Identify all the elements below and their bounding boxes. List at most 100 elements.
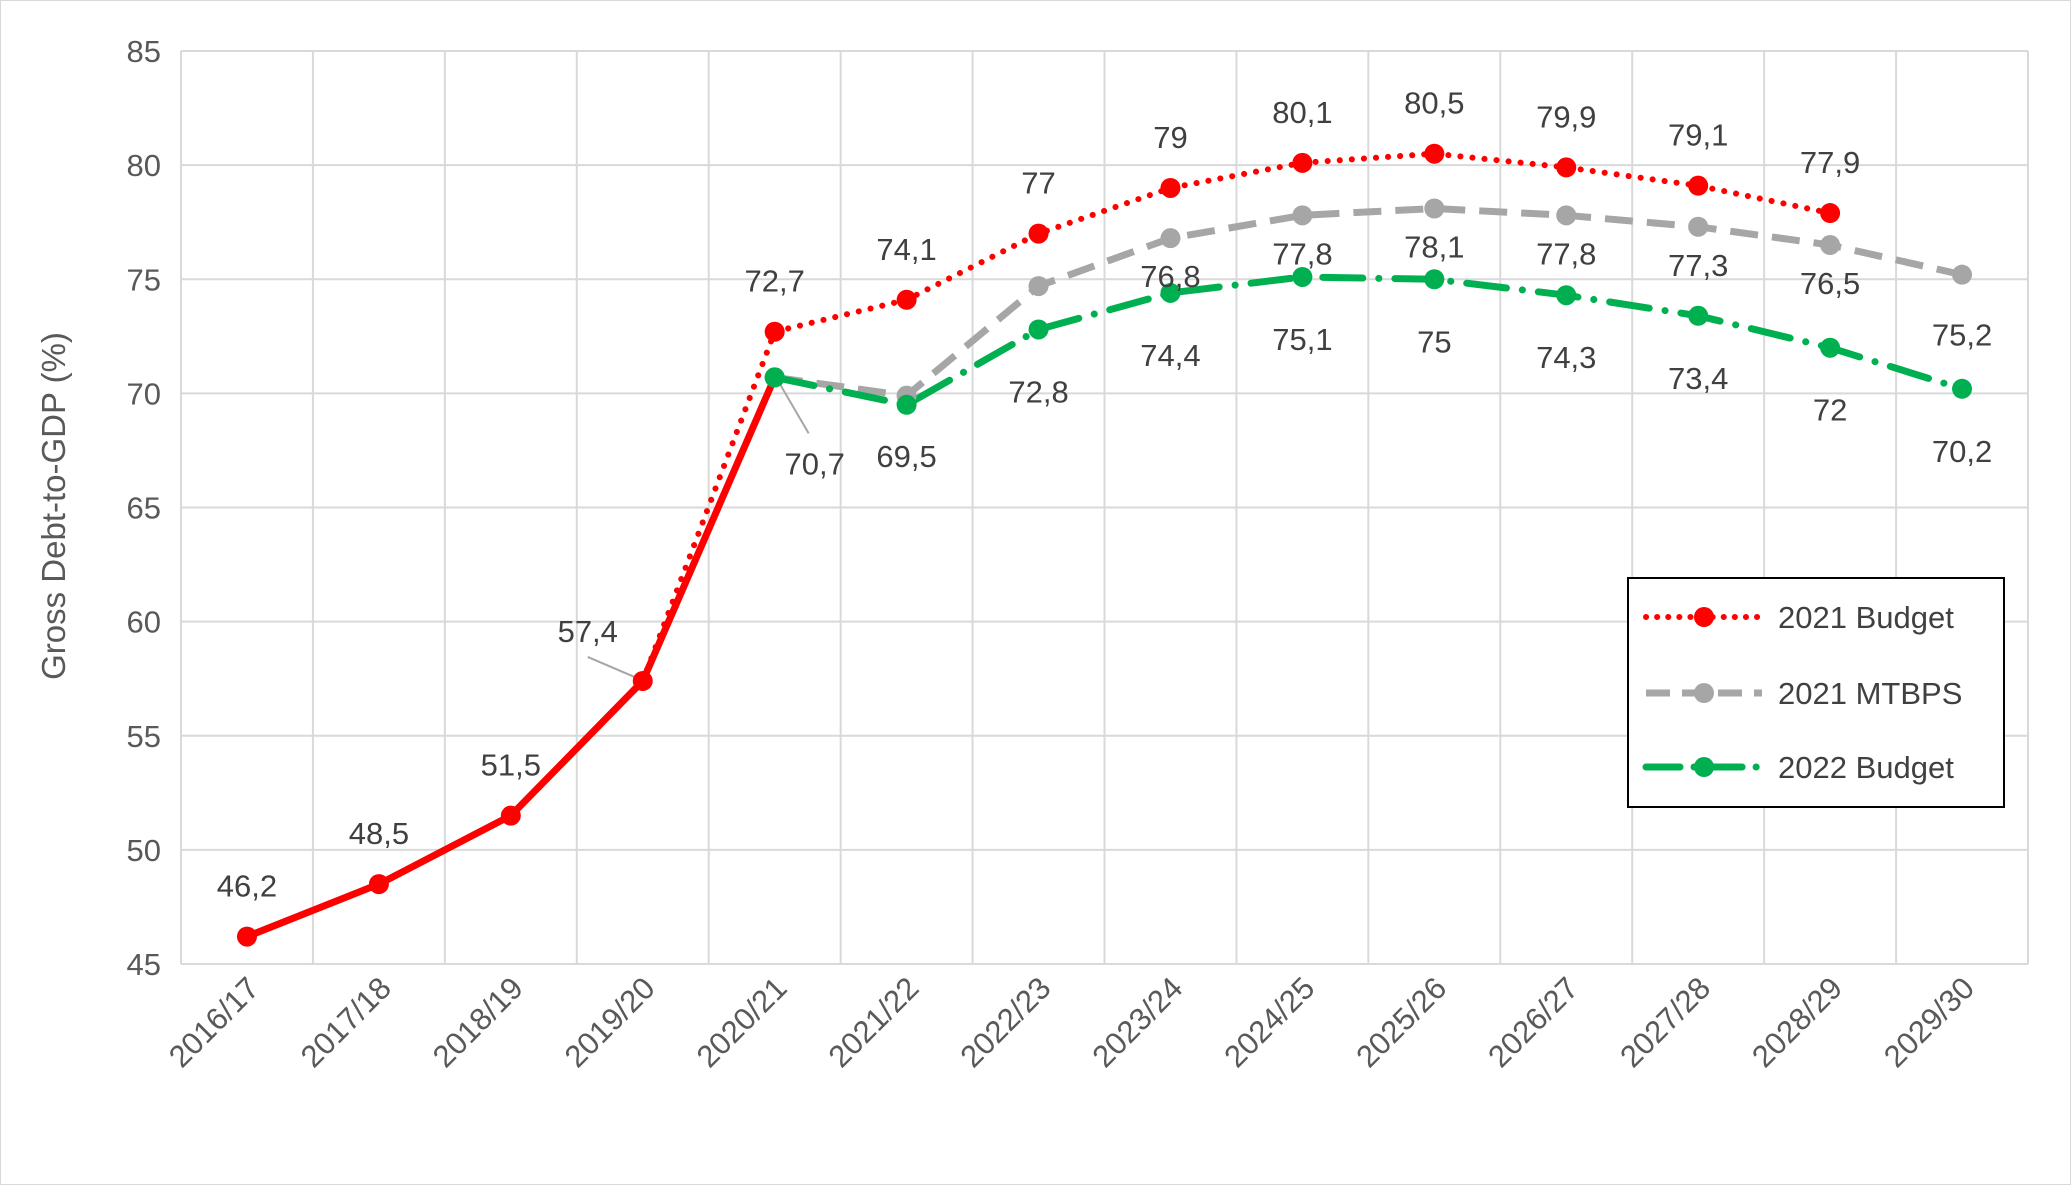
legend-label-2022-budget: 2022 Budget	[1778, 750, 1954, 785]
x-tick-label: 2026/27	[1481, 970, 1585, 1074]
data-label: 72,7	[745, 264, 805, 299]
legend-label-2021-mtbps: 2021 MTBPS	[1778, 676, 1962, 711]
x-tick-label: 2016/17	[162, 970, 266, 1074]
legend-item-2022-budget: 2022 Budget	[1642, 750, 1954, 785]
y-tick-label: 85	[127, 34, 161, 69]
data-label: 77,8	[1272, 236, 1332, 271]
label-leader-lines	[587, 384, 810, 679]
x-tick-label: 2017/18	[294, 970, 398, 1074]
data-label: 75,1	[1272, 322, 1332, 357]
data-label: 48,5	[349, 816, 409, 851]
x-tick-label: 2023/24	[1085, 970, 1189, 1074]
data-label: 51,5	[481, 748, 541, 783]
data-label: 77,8	[1536, 236, 1596, 271]
point-2021-budget	[1292, 152, 1313, 173]
data-label: 77,9	[1800, 145, 1860, 180]
data-label: 46,2	[217, 869, 277, 904]
x-tick-label: 2027/28	[1613, 970, 1717, 1074]
x-tick-label: 2019/20	[558, 970, 662, 1074]
x-axis-ticks: 2016/17 2017/18 2018/19 2019/20 2020/21 2021/…	[162, 970, 1981, 1074]
data-label: 57,4	[558, 614, 618, 649]
data-label: 80,5	[1404, 86, 1464, 121]
point-2022-budget	[1292, 266, 1313, 287]
y-tick-label: 70	[127, 376, 161, 411]
point-2021-budget	[1160, 177, 1181, 198]
data-labels: 46,2 48,5 51,5 57,4 70,7 72,7 74,1 77 79 80,1 80,5…	[217, 86, 1992, 904]
point-2021-budget	[764, 321, 785, 342]
legend-item-2021-budget: 2021 Budget	[1643, 600, 1954, 635]
series-line-2021-mtbps	[774, 205, 1963, 400]
legend-item-2021-mtbps: 2021 MTBPS	[1646, 676, 1962, 711]
point-2021-mtbps	[1160, 228, 1181, 249]
point-2021-budget	[1820, 203, 1841, 224]
y-axis-title: Gross Debt-to-GDP (%)	[35, 332, 72, 680]
series-line-2022-budget	[771, 273, 1966, 409]
point-2022-budget	[1556, 285, 1577, 306]
data-label: 72,8	[1008, 374, 1068, 409]
point-2021-budget	[896, 289, 917, 310]
data-label: 70,2	[1932, 434, 1992, 469]
point-historical	[500, 805, 521, 826]
y-axis-ticks: 45 50 55 60 65 70 75 80 85	[127, 34, 161, 982]
point-2022-budget	[1160, 282, 1181, 303]
data-label: 80,1	[1272, 95, 1332, 130]
x-tick-label: 2025/26	[1349, 970, 1453, 1074]
y-tick-label: 75	[127, 262, 161, 297]
legend-marker-2021-mtbps	[1694, 683, 1714, 703]
point-historical	[764, 367, 785, 388]
point-2022-budget	[1028, 319, 1049, 340]
legend-marker-2022-budget	[1694, 757, 1714, 777]
legend: 2021 Budget 2021 MTBPS 2022 Budget	[1627, 577, 2005, 808]
point-historical	[236, 926, 257, 947]
data-label: 72	[1813, 393, 1847, 428]
point-2021-mtbps	[1424, 198, 1445, 219]
data-label: 77	[1021, 166, 1055, 201]
x-tick-label: 2020/21	[690, 970, 794, 1074]
point-2022-budget	[896, 394, 917, 415]
data-label: 78,1	[1404, 229, 1464, 264]
point-2021-mtbps	[1556, 205, 1577, 226]
legend-marker-2021-budget	[1694, 607, 1714, 627]
y-tick-label: 50	[127, 833, 161, 868]
point-2022-budget	[1820, 337, 1841, 358]
point-historical	[368, 874, 389, 895]
data-label: 79,9	[1536, 99, 1596, 134]
x-tick-label: 2028/29	[1745, 970, 1849, 1074]
gridlines	[180, 50, 2029, 965]
legend-label-2021-budget: 2021 Budget	[1778, 600, 1954, 635]
x-tick-label: 2022/23	[953, 970, 1057, 1074]
point-2022-budget	[1952, 378, 1973, 399]
data-label: 79	[1153, 120, 1187, 155]
data-label: 75	[1417, 324, 1451, 359]
point-2022-budget	[1424, 269, 1445, 290]
point-2022-budget	[1688, 305, 1709, 326]
point-2021-mtbps	[1688, 216, 1709, 237]
point-2021-mtbps	[1820, 235, 1841, 256]
point-2021-budget	[1424, 143, 1445, 164]
point-2021-budget	[1028, 223, 1049, 244]
y-tick-label: 65	[127, 491, 161, 526]
x-tick-label: 2024/25	[1217, 970, 1321, 1074]
point-historical	[632, 670, 653, 691]
y-tick-label: 60	[127, 605, 161, 640]
point-2021-budget	[1688, 175, 1709, 196]
x-tick-label: 2018/19	[426, 970, 530, 1074]
data-label: 77,3	[1668, 248, 1728, 283]
point-2021-mtbps	[1028, 276, 1049, 297]
y-tick-label: 45	[127, 947, 161, 982]
data-label: 76,8	[1140, 259, 1200, 294]
point-2021-budget	[1556, 157, 1577, 178]
data-label: 74,3	[1536, 340, 1596, 375]
historical-line	[243, 373, 779, 941]
y-tick-label: 80	[127, 148, 161, 183]
data-label: 79,1	[1668, 118, 1728, 153]
data-label: 75,2	[1932, 318, 1992, 353]
data-label: 74,1	[876, 232, 936, 267]
leader-line-57-4	[587, 656, 638, 679]
leader-line-70-7	[779, 384, 810, 434]
series-points	[236, 143, 1973, 947]
point-2021-mtbps	[1292, 205, 1313, 226]
data-label: 73,4	[1668, 361, 1728, 396]
